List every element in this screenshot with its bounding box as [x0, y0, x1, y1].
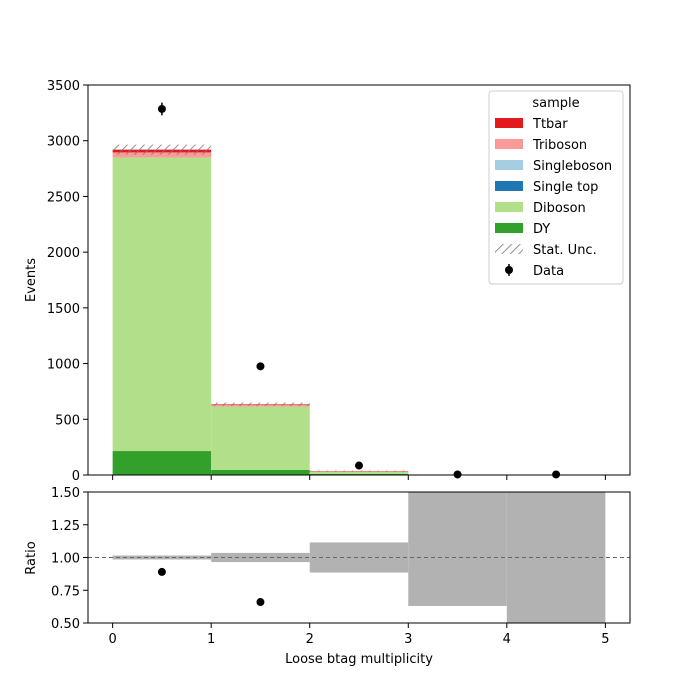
legend-swatch-dy	[495, 223, 523, 233]
ratio-y-tick-label-3: 1.25	[51, 519, 80, 534]
data-point-2	[355, 461, 363, 470]
legend: sample Ttbar Triboson Singleboson Single top…	[488, 90, 624, 285]
ratio-x-tick-label-2: 2	[306, 632, 314, 647]
data-point-1	[256, 362, 265, 371]
stat-unc-bin-2	[309, 470, 409, 472]
ratio-x-tick-label-1: 1	[207, 632, 215, 647]
ratio-y-axis: 0.50 0.75 1.00 1.25 1.50	[51, 486, 88, 632]
bar-triboson-bin-0	[112, 152, 212, 158]
ratio-y-axis-label: Ratio	[24, 541, 39, 574]
main-y-tick-label-7: 3500	[47, 79, 80, 94]
ratio-panel: 0.50 0.75 1.00 1.25 1.50 0 1 2 3 4 5 Ratio Loose …	[24, 486, 631, 667]
legend-label-data: Data	[533, 264, 564, 279]
main-y-tick-label-5: 2500	[47, 190, 80, 205]
main-y-tick-label-4: 2000	[47, 246, 80, 261]
legend-label-dy: DY	[533, 222, 550, 237]
main-y-tick-label-1: 500	[55, 413, 80, 428]
ratio-band-bin-4	[506, 492, 606, 623]
legend-label-triboson: Triboson	[532, 138, 587, 153]
legend-swatch-triboson	[495, 139, 523, 149]
main-y-tick-label-0: 0	[72, 469, 80, 484]
legend-swatch-ttbar	[495, 118, 523, 128]
legend-label-diboson: Diboson	[533, 201, 586, 216]
ratio-y-tick-label-2: 1.00	[51, 552, 80, 567]
ratio-point-1	[256, 598, 265, 607]
ratio-band-bin-1	[211, 552, 310, 563]
main-y-tick-label-6: 3000	[47, 135, 80, 150]
ratio-point-0	[157, 567, 166, 576]
ratio-y-tick-label-4: 1.50	[51, 486, 80, 501]
main-y-axis-label: Events	[24, 258, 39, 302]
bar-dy-bin-2	[309, 473, 409, 475]
data-points	[157, 102, 561, 479]
legend-swatch-singleboson	[495, 160, 523, 170]
ratio-band-bin-2	[309, 542, 409, 573]
ratio-y-tick-label-1: 0.75	[51, 584, 80, 599]
ratio-points	[157, 567, 265, 607]
main-panel: 0 500 1000 1500 2000 2500 3000 3500 Events samp…	[24, 79, 631, 484]
stacked-histogram	[112, 149, 507, 475]
legend-label-singleboson: Singleboson	[533, 159, 612, 174]
legend-label-ttbar: Ttbar	[532, 117, 568, 132]
legend-label-single-top: Single top	[533, 180, 598, 195]
legend-swatch-single-top	[495, 181, 523, 191]
bar-diboson-bin-1	[211, 406, 310, 470]
ratio-x-axis: 0 1 2 3 4 5	[108, 623, 610, 647]
stat-unc-bin-0	[112, 144, 212, 155]
stat-unc-bin-1	[211, 402, 310, 406]
data-point-4	[552, 470, 561, 479]
ratio-x-tick-label-0: 0	[108, 632, 116, 647]
ratio-x-tick-label-3: 3	[404, 632, 412, 647]
ratio-unc-band	[112, 492, 606, 623]
x-axis-label: Loose btag multiplicity	[285, 652, 433, 667]
bar-dy-bin-1	[211, 469, 310, 475]
legend-label-stat-unc: Stat. Unc.	[533, 243, 597, 258]
data-point-0	[157, 104, 166, 113]
main-x-axis	[112, 475, 606, 480]
legend-title: sample	[532, 96, 579, 111]
ratio-x-tick-label-4: 4	[503, 632, 511, 647]
bar-diboson-bin-0	[112, 157, 212, 452]
bar-diboson-bin-2	[309, 471, 409, 474]
main-y-axis: 0 500 1000 1500 2000 2500 3000 3500	[47, 79, 88, 484]
ratio-x-tick-label-5: 5	[601, 632, 609, 647]
legend-swatch-stat-unc	[495, 244, 523, 254]
bar-dy-bin-0	[112, 451, 212, 475]
data-point-3	[453, 470, 462, 479]
ratio-band-bin-3	[408, 492, 507, 606]
main-y-tick-label-2: 1000	[47, 358, 80, 373]
main-y-tick-label-3: 1500	[47, 302, 80, 317]
legend-swatch-data	[505, 266, 513, 274]
ratio-y-tick-label-0: 0.50	[51, 617, 80, 632]
main-axes-frame	[87, 84, 631, 476]
legend-swatch-diboson	[495, 202, 523, 212]
